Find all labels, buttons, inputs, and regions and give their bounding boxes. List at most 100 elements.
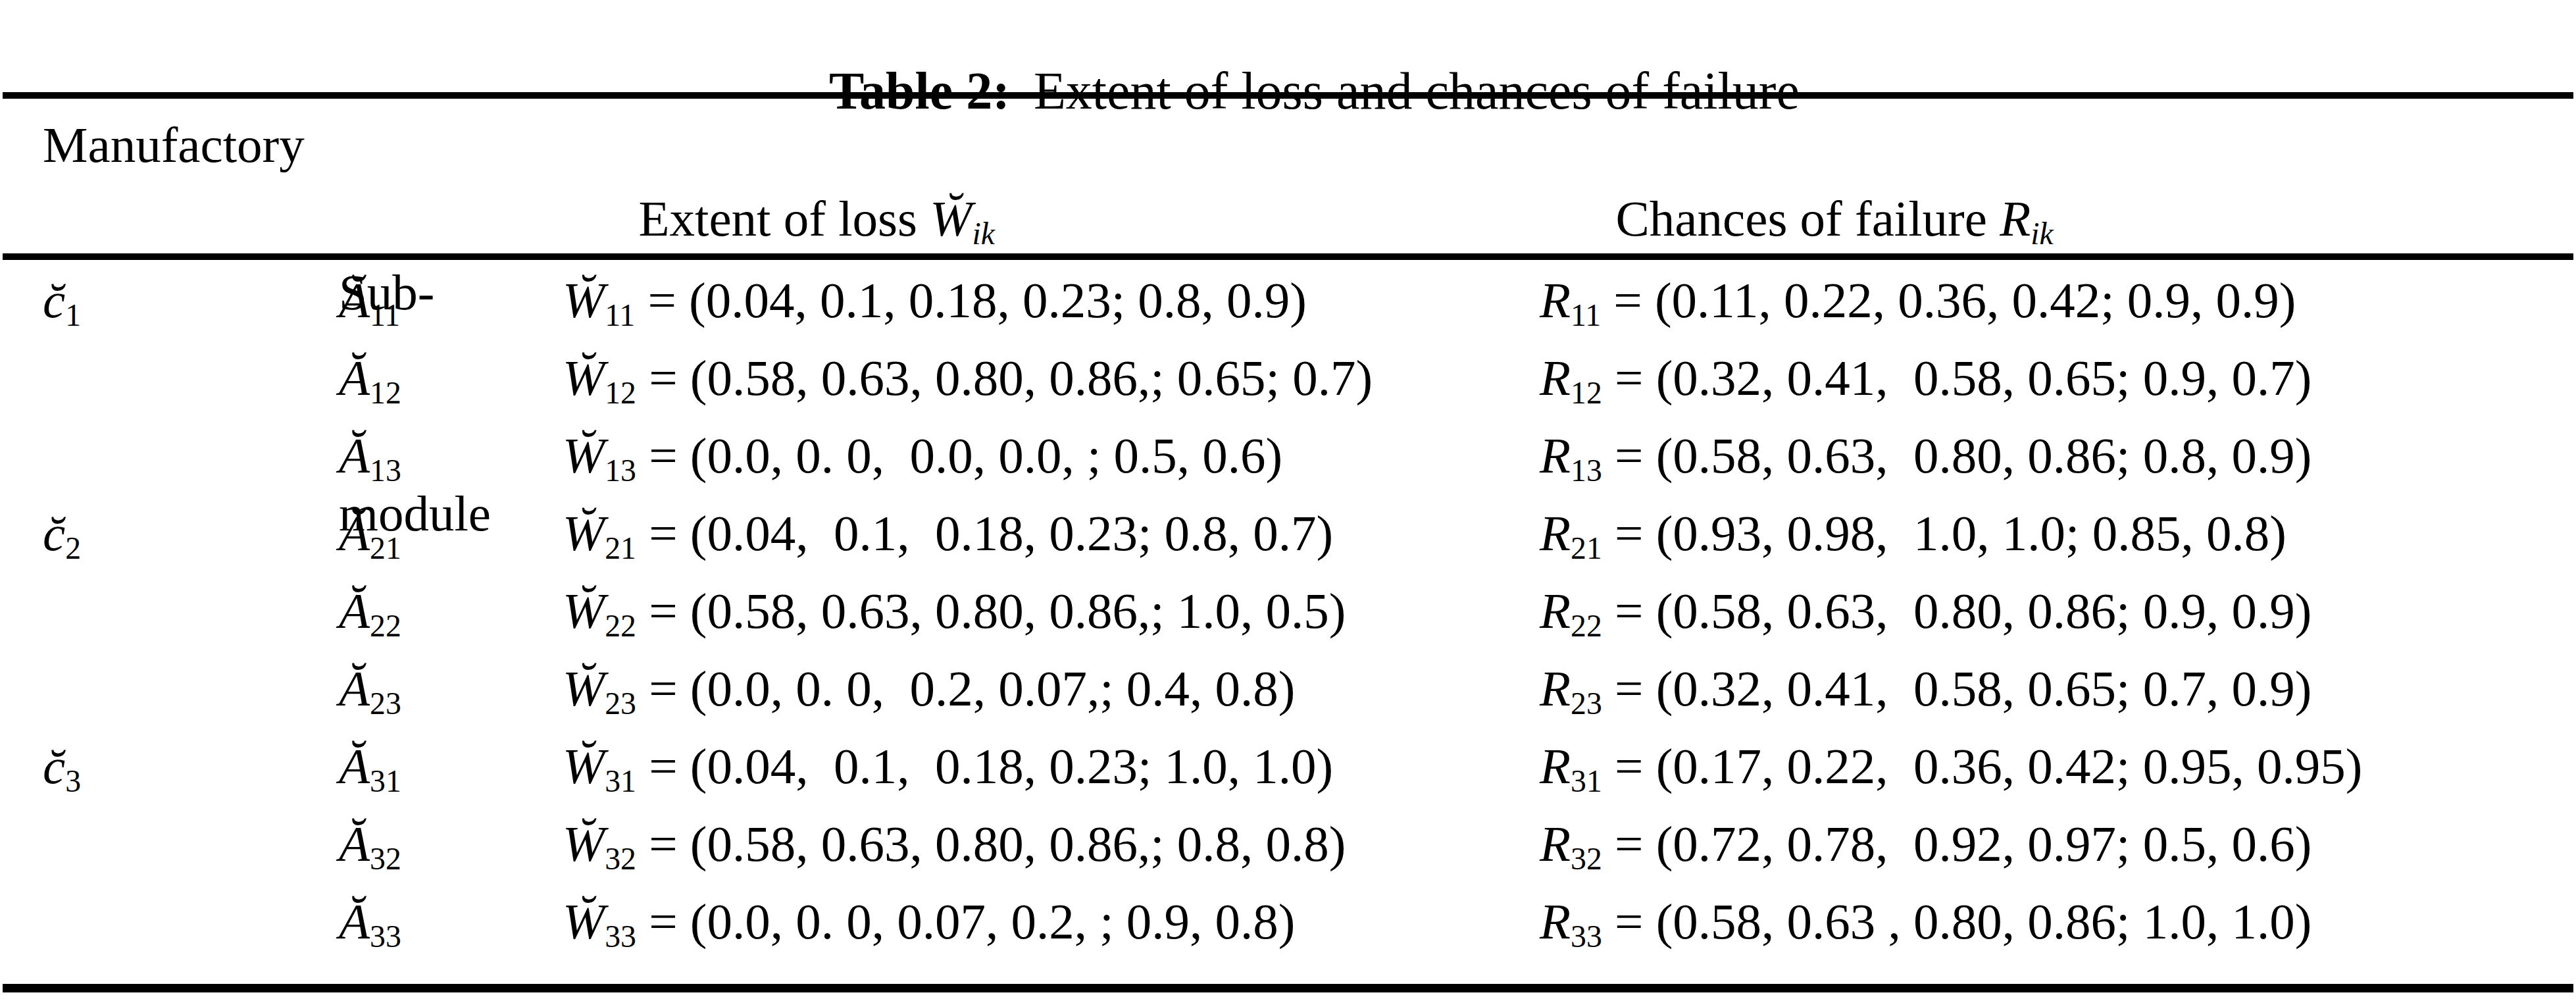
loss-symbol: W̆ xyxy=(563,738,605,794)
chances-of-failure-cell: R31 = (0.17, 0.22, 0.36, 0.42; 0.95, 0.9… xyxy=(1540,741,2573,792)
table-body: c̆1 Ă11 W̆11 = (0.04, 0.1, 0.18, 0.23; … xyxy=(3,261,2573,960)
header-chances-text: Chances of failure xyxy=(1616,190,2000,247)
extent-of-loss-cell: W̆33 = (0.0, 0. 0, 0.07, 0.2, ; 0.9, 0.8… xyxy=(563,896,1540,947)
submodule-cell: Ă32 xyxy=(339,819,563,869)
failure-value: = (0.58, 0.63, 0.80, 0.86; 0.9, 0.9) xyxy=(1602,582,2312,639)
loss-subscript: 22 xyxy=(605,608,636,643)
failure-symbol: R xyxy=(1540,349,1571,406)
manufactory-cell: c̆2 xyxy=(43,508,339,559)
loss-subscript: 21 xyxy=(605,530,636,565)
loss-subscript: 23 xyxy=(605,686,636,721)
submodule-subscript: 31 xyxy=(370,763,401,798)
manufactory-subscript: 2 xyxy=(65,530,81,565)
manufactory-subscript: 1 xyxy=(65,297,81,332)
manufactory-symbol: c̆ xyxy=(43,505,65,561)
submodule-symbol: Ă xyxy=(339,349,370,406)
submodule-symbol: Ă xyxy=(339,738,370,794)
chances-of-failure-cell: R33 = (0.58, 0.63 , 0.80, 0.86; 1.0, 1.0… xyxy=(1540,896,2573,947)
loss-symbol: W̆ xyxy=(563,349,605,406)
loss-subscript: 12 xyxy=(605,375,636,410)
loss-value: = (0.04, 0.1, 0.18, 0.23; 1.0, 1.0) xyxy=(636,738,1333,794)
extent-of-loss-cell: W̆23 = (0.0, 0. 0, 0.2, 0.07,; 0.4, 0.8) xyxy=(563,663,1540,714)
loss-value: = (0.0, 0. 0, 0.0, 0.0, ; 0.5, 0.6) xyxy=(636,427,1282,484)
submodule-subscript: 23 xyxy=(370,686,401,721)
failure-value: = (0.58, 0.63 , 0.80, 0.86; 1.0, 1.0) xyxy=(1602,893,2312,950)
submodule-symbol: Ă xyxy=(339,582,370,639)
loss-symbol: W̆ xyxy=(563,582,605,639)
loss-symbol: W̆ xyxy=(563,660,605,717)
failure-symbol: R xyxy=(1540,738,1571,794)
manufactory-symbol: c̆ xyxy=(43,272,65,328)
loss-subscript: 31 xyxy=(605,763,636,798)
paper-table-figure: Table 2:Extent of loss and chances of fa… xyxy=(0,0,2576,1001)
failure-subscript: 33 xyxy=(1571,919,1602,954)
submodule-subscript: 33 xyxy=(370,919,401,954)
failure-symbol: R xyxy=(1540,505,1571,561)
failure-value: = (0.72, 0.78, 0.92, 0.97; 0.5, 0.6) xyxy=(1602,815,2312,872)
failure-subscript: 31 xyxy=(1571,763,1602,798)
chances-of-failure-cell: R22 = (0.58, 0.63, 0.80, 0.86; 0.9, 0.9) xyxy=(1540,586,2573,636)
submodule-subscript: 22 xyxy=(370,608,401,643)
submodule-cell: Ă13 xyxy=(339,430,563,481)
bottom-rule xyxy=(3,984,2573,992)
header-rule xyxy=(3,253,2573,260)
loss-subscript: 13 xyxy=(605,453,636,488)
extent-of-loss-cell: W̆22 = (0.58, 0.63, 0.80, 0.86,; 1.0, 0.… xyxy=(563,586,1540,636)
loss-value: = (0.58, 0.63, 0.80, 0.86,; 0.8, 0.8) xyxy=(636,815,1346,872)
failure-symbol: R xyxy=(1540,660,1571,717)
submodule-symbol: Ă xyxy=(339,505,370,561)
loss-value: = (0.58, 0.63, 0.80, 0.86,; 0.65; 0.7) xyxy=(636,349,1373,406)
chances-of-failure-cell: R11 = (0.11, 0.22, 0.36, 0.42; 0.9, 0.9) xyxy=(1540,275,2573,326)
manufactory-cell: c̆3 xyxy=(43,741,339,792)
chances-of-failure-cell: R12 = (0.32, 0.41, 0.58, 0.65; 0.9, 0.7) xyxy=(1540,353,2573,403)
failure-symbol: R xyxy=(1540,427,1571,484)
extent-of-loss-cell: W̆31 = (0.04, 0.1, 0.18, 0.23; 1.0, 1.0) xyxy=(563,741,1540,792)
loss-value: = (0.0, 0. 0, 0.2, 0.07,; 0.4, 0.8) xyxy=(636,660,1296,717)
chances-of-failure-cell: R32 = (0.72, 0.78, 0.92, 0.97; 0.5, 0.6) xyxy=(1540,819,2573,869)
top-rule xyxy=(3,92,2573,99)
loss-subscript: 11 xyxy=(605,297,635,332)
submodule-subscript: 12 xyxy=(370,375,401,410)
failure-subscript: 32 xyxy=(1571,841,1602,876)
failure-symbol: R xyxy=(1540,272,1571,328)
extent-of-loss-cell: W̆32 = (0.58, 0.63, 0.80, 0.86,; 0.8, 0.… xyxy=(563,819,1540,869)
extent-of-loss-cell: W̆11 = (0.04, 0.1, 0.18, 0.23; 0.8, 0.9) xyxy=(563,275,1540,326)
failure-subscript: 22 xyxy=(1571,608,1602,643)
loss-value: = (0.58, 0.63, 0.80, 0.86,; 1.0, 0.5) xyxy=(636,582,1346,639)
failure-value: = (0.58, 0.63, 0.80, 0.86; 0.8, 0.9) xyxy=(1602,427,2312,484)
loss-symbol: W̆ xyxy=(563,505,605,561)
submodule-cell: Ă21 xyxy=(339,508,563,559)
loss-subscript: 32 xyxy=(605,841,636,876)
submodule-subscript: 11 xyxy=(370,297,400,332)
manufactory-subscript: 3 xyxy=(65,763,81,798)
failure-value: = (0.32, 0.41, 0.58, 0.65; 0.7, 0.9) xyxy=(1602,660,2312,717)
failure-subscript: 11 xyxy=(1571,297,1601,332)
submodule-symbol: Ă xyxy=(339,893,370,950)
extent-of-loss-cell: W̆13 = (0.0, 0. 0, 0.0, 0.0, ; 0.5, 0.6) xyxy=(563,430,1540,481)
failure-value: = (0.32, 0.41, 0.58, 0.65; 0.9, 0.7) xyxy=(1602,349,2312,406)
submodule-cell: Ă31 xyxy=(339,741,563,792)
failure-subscript: 23 xyxy=(1571,686,1602,721)
submodule-subscript: 32 xyxy=(370,841,401,876)
loss-value: = (0.04, 0.1, 0.18, 0.23; 0.8, 0.7) xyxy=(636,505,1333,561)
loss-symbol: W̆ xyxy=(563,272,605,328)
extent-of-loss-cell: W̆12 = (0.58, 0.63, 0.80, 0.86,; 0.65; 0… xyxy=(563,353,1540,403)
chances-of-failure-cell: R23 = (0.32, 0.41, 0.58, 0.65; 0.7, 0.9) xyxy=(1540,663,2573,714)
loss-symbol: W̆ xyxy=(563,427,605,484)
extent-of-loss-cell: W̆21 = (0.04, 0.1, 0.18, 0.23; 0.8, 0.7) xyxy=(563,508,1540,559)
failure-symbol: R xyxy=(1540,815,1571,872)
chances-variable-subscript: ik xyxy=(2031,216,2053,251)
submodule-symbol: Ă xyxy=(339,660,370,717)
failure-subscript: 12 xyxy=(1571,375,1602,410)
header-manufactory: Manufactory xyxy=(43,108,339,182)
manufactory-cell: c̆1 xyxy=(43,275,339,326)
submodule-cell: Ă22 xyxy=(339,586,563,636)
submodule-symbol: Ă xyxy=(339,272,370,328)
submodule-symbol: Ă xyxy=(339,427,370,484)
failure-value: = (0.93, 0.98, 1.0, 1.0; 0.85, 0.8) xyxy=(1602,505,2286,561)
loss-symbol: W̆ xyxy=(563,893,605,950)
chances-of-failure-cell: R13 = (0.58, 0.63, 0.80, 0.86; 0.8, 0.9) xyxy=(1540,430,2573,481)
submodule-cell: Ă23 xyxy=(339,663,563,714)
chances-of-failure-cell: R21 = (0.93, 0.98, 1.0, 1.0; 0.85, 0.8) xyxy=(1540,508,2573,559)
failure-value: = (0.11, 0.22, 0.36, 0.42; 0.9, 0.9) xyxy=(1601,272,2296,328)
